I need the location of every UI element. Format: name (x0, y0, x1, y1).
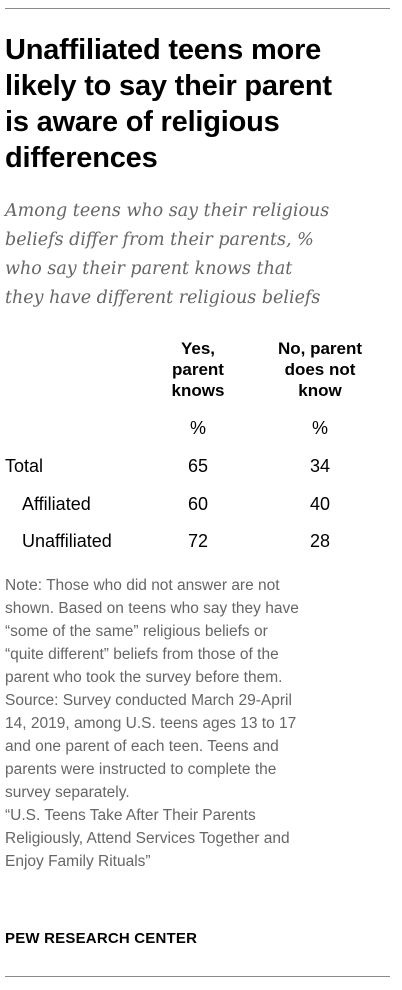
note-line: Enjoy Family Rituals” (5, 853, 151, 870)
value-affiliated-yes: 60 (187, 494, 209, 514)
top-rule (5, 8, 390, 9)
column-header-line: parent (172, 360, 224, 379)
title-line: likely to say their parent (5, 70, 332, 102)
row-label-total: Total (5, 456, 44, 476)
subtitle-line: Among teens who say their religious (5, 201, 330, 221)
note-line: parent who took the survey before them. (5, 669, 283, 686)
note-line: Source: Survey conducted March 29-April (5, 692, 292, 709)
title-line: is aware of religious (5, 106, 280, 138)
subtitle-line: who say their parent knows that (5, 259, 293, 279)
value-total-yes: 65 (187, 456, 209, 476)
column-header-line: know (298, 381, 342, 400)
column-header-yes: Yes, parent knows (148, 338, 248, 401)
note-line: Note: Those who did not answer are not (5, 577, 280, 594)
value-unaffiliated-no: 28 (309, 531, 331, 551)
column-header-line: knows (171, 381, 225, 400)
value-total-no: 34 (309, 456, 331, 476)
row-label-affiliated: Affiliated (22, 494, 91, 514)
bottom-rule (5, 976, 390, 977)
note-line: “some of the same” religious beliefs or (5, 623, 268, 640)
note-line: 14, 2019, among U.S. teens ages 13 to 17 (5, 715, 297, 732)
chart-title: Unaffiliated teens more likely to say th… (5, 32, 390, 176)
column-header-no: No, parent does not know (258, 338, 382, 401)
note-line: survey separately. (5, 784, 130, 801)
note-text: Note: Those who did not answer are not s… (5, 574, 390, 873)
unit-label-no: % (311, 418, 328, 438)
note-line: Religiously, Attend Services Together an… (5, 830, 290, 847)
column-header-line: Yes, (180, 339, 216, 358)
chart-subtitle: Among teens who say their religious beli… (5, 197, 397, 313)
note-line: and one parent of each teen. Teens and (5, 738, 279, 755)
note-line: parents were instructed to complete the (5, 761, 277, 778)
title-line: Unaffiliated teens more (5, 34, 322, 66)
value-unaffiliated-yes: 72 (187, 531, 209, 551)
column-header-line: does not (284, 360, 356, 379)
unit-label-yes: % (189, 418, 206, 438)
subtitle-line: beliefs differ from their parents, % (5, 230, 314, 250)
source-label: PEW RESEARCH CENTER (5, 930, 198, 947)
column-header-line: No, parent (277, 339, 363, 358)
note-line: shown. Based on teens who say they have (5, 600, 299, 617)
subtitle-line: they have different religious beliefs (5, 288, 321, 308)
title-line: differences (5, 142, 158, 174)
value-affiliated-no: 40 (309, 494, 331, 514)
note-line: “U.S. Teens Take After Their Parents (5, 807, 256, 824)
row-label-unaffiliated: Unaffiliated (22, 531, 112, 551)
note-line: “quite different” beliefs from those of … (5, 646, 279, 663)
